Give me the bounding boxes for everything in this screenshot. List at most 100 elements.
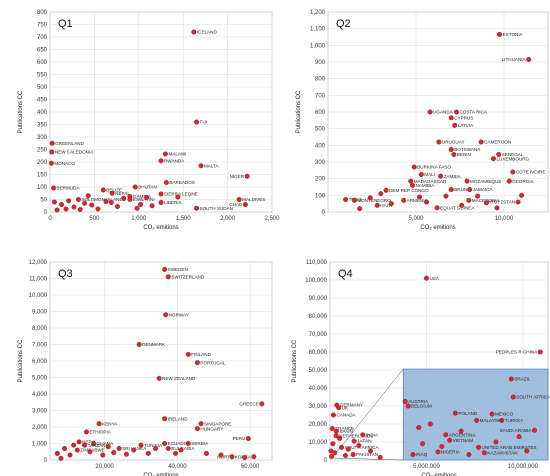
data-point [490,156,496,162]
y-tick-label: 0 [324,458,328,464]
data-point [427,109,433,115]
data-point [54,450,60,456]
data-point [194,119,200,125]
data-point [162,441,168,447]
point-label: FINLAND [191,352,211,357]
data-point [474,417,480,423]
point-label: ECUADOR [168,441,192,446]
data-point [424,199,430,205]
point-label: RWANDA [164,158,185,163]
data-point [453,109,459,115]
data-point [329,453,335,459]
y-tick-label: 100,000 [305,278,327,284]
data-point [409,182,415,188]
point-label: NIGER [230,174,245,179]
data-point [48,160,54,166]
data-point [116,445,122,451]
point-label: CYPRUS [454,115,473,120]
point-label: NEW ZEALAND [162,376,196,381]
data-point [244,173,250,179]
data-point [524,448,530,454]
point-label: BARBADOS [169,180,195,185]
data-point [378,191,384,197]
data-point [496,151,502,157]
y-tick-label: 600 [315,110,326,116]
point-label: GAMBIA [133,194,152,199]
data-point [203,450,209,456]
panel-q3: 0 1,000 2,000 3,000 4,000 5,000 6,000 7,000 8,00… [18,260,273,476]
y-tick-label: 11,000 [29,277,48,283]
data-point [516,434,522,440]
point-label: KAZAKHSTAN [487,450,517,455]
point-label: COTE IVOIRE [516,170,546,175]
point-label: SOUTH AFRICA [345,445,380,450]
data-point [531,427,537,433]
y-tick-label: 0 [322,210,326,216]
data-point [448,115,454,121]
data-point [411,164,417,170]
panel-q4: 0 10,000 20,000 30,000 40,000 50,000 60,000 70,… [292,260,550,476]
point-label: PEOPLES R CHINA [496,350,539,355]
y-tick-label: 1,100 [310,27,326,33]
point-label: ZIMBABWE [80,448,105,453]
data-point [466,197,472,203]
data-point [483,200,489,206]
point-label: BHUTAN [138,185,157,190]
y-tick-label: 350 [37,123,48,129]
data-point [402,399,408,405]
data-point [149,203,155,209]
point-label: NETHERLANDS [339,433,373,438]
data-point [198,163,204,169]
data-point [356,443,362,449]
data-point [82,442,88,448]
y-tick-label: 100 [37,185,48,191]
data-point [510,169,516,175]
point-label: PAKISTAN [356,452,378,457]
data-point [405,403,411,409]
y-tick-label: 70,000 [309,332,328,338]
y-tick-label: 750 [37,23,48,29]
data-point [123,451,129,457]
point-label: MALAWI [168,152,186,157]
data-point [163,179,169,185]
x-tick-label: 2,000 [220,216,236,222]
point-label: TANZANIA [88,443,111,448]
point-label: GREENLAND [55,141,84,146]
data-point [51,199,57,205]
y-tick-label: 1,000 [32,442,48,448]
x-tick-label: 0 [48,216,52,222]
y-tick-label: 90,000 [309,296,328,302]
data-point [434,205,440,211]
data-point [134,205,140,211]
point-label: SENEGAL [502,152,524,157]
data-point [165,445,171,451]
data-point [49,140,55,146]
data-point [519,192,525,198]
point-label: ZAMBIA [444,174,462,179]
point-label: ETHIOPIA [89,430,111,435]
data-point [342,453,348,459]
point-label: SPAIN [339,429,352,434]
point-label: MADAGASCAR [414,179,447,184]
data-point [506,178,512,184]
y-axis-label: Publications CC [296,90,302,133]
y-tick-label: 500 [37,85,48,91]
point-label: NEW CALEDONIA [55,150,94,155]
point-label: LIBERIA [164,200,183,205]
point-label: BERMUDA [57,186,81,191]
data-point [497,32,503,38]
panel-title: Q1 [58,18,73,30]
point-label: UK [342,405,349,410]
point-label: MOZAMBIQUE [470,179,501,184]
data-point [74,447,80,453]
y-tick-label: 3,000 [32,409,48,415]
data-point [58,455,64,461]
point-label: SWITZERLAND [171,274,205,279]
panel-title: Q2 [336,18,351,30]
data-point [242,455,248,461]
y-tick-label: 450 [37,98,48,104]
point-label: NORTH KOREA [217,454,252,459]
data-point [481,450,487,456]
point-label: VIETNAM [453,438,474,443]
